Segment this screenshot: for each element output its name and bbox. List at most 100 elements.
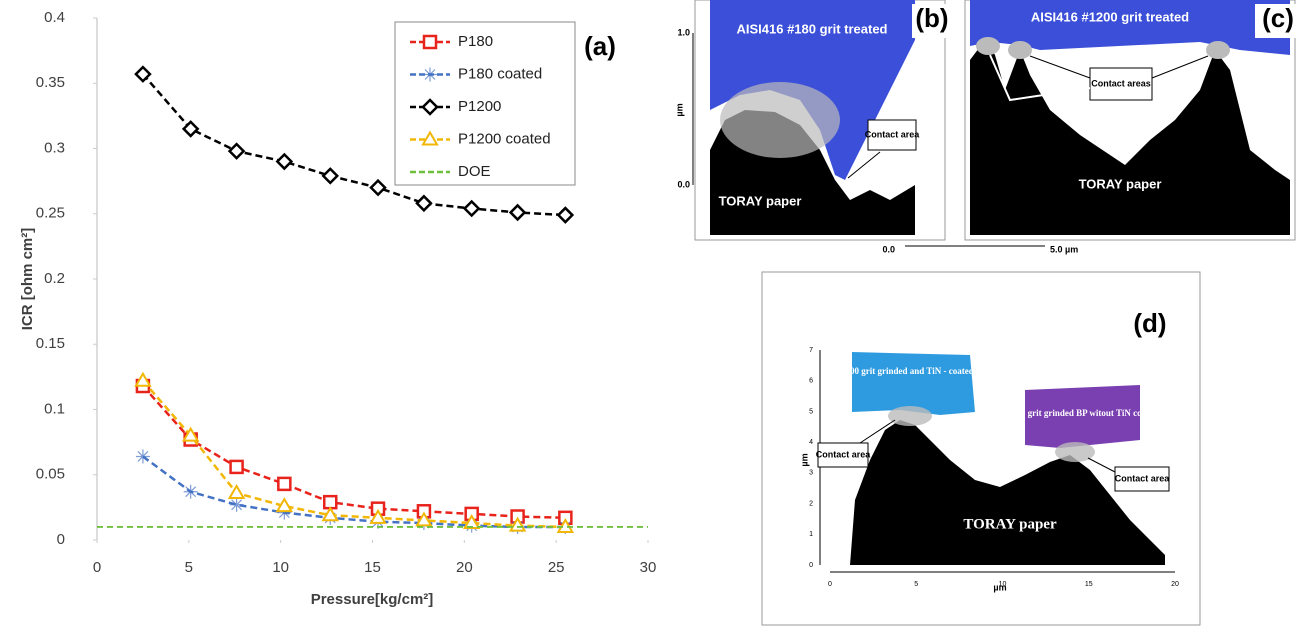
callout (817, 442, 869, 468)
marker (227, 484, 246, 500)
contact-label: Contact area (865, 129, 921, 139)
marker (462, 514, 481, 530)
panel-label: (b) (915, 3, 948, 33)
arrow (1087, 457, 1116, 473)
marker (181, 426, 200, 442)
contact-zone (888, 406, 932, 426)
plate (970, 0, 1290, 55)
y-top: 1.0 (677, 27, 690, 37)
y-tick-label: 0.3 (44, 139, 65, 156)
marker (277, 505, 292, 520)
series-line (141, 385, 566, 520)
paper-label: TORAY paper (963, 516, 1057, 532)
marker (321, 167, 340, 185)
scale-start: 0.0 (882, 244, 895, 254)
marker (556, 206, 575, 224)
marker (415, 194, 433, 213)
marker (369, 508, 387, 524)
uncoated-plate (1025, 385, 1140, 448)
d-y-tick-label: 7 (809, 347, 813, 354)
y-tick-label: 0.1 (44, 400, 65, 417)
marker (415, 511, 433, 527)
paper (850, 420, 1165, 565)
marker (275, 152, 294, 171)
plate-label: AISI416 #1200 grit treated (1031, 9, 1189, 24)
d-y-tick-label: 5 (809, 408, 813, 415)
contact-zone (1206, 41, 1230, 59)
marker (277, 476, 292, 492)
label-bg (1255, 4, 1300, 38)
d-y-tick-label: 2 (809, 500, 813, 507)
marker (369, 178, 387, 197)
panel-label: (a) (584, 31, 616, 61)
panel-c: AISI416 #1200 grit treated TORAY paper C… (964, 0, 1300, 241)
y-unit: µm (799, 453, 809, 466)
contact-zone (1055, 442, 1095, 462)
contact-label: Contact areas (1091, 78, 1151, 88)
legend-label: DOE (458, 163, 491, 180)
marker (421, 98, 439, 116)
arrow (1151, 55, 1209, 79)
contact-label: Contact area (816, 449, 872, 459)
marker (462, 199, 481, 218)
x-tick-label: 25 (548, 559, 565, 576)
marker (275, 497, 294, 513)
d-y-tick-label: 6 (809, 378, 813, 385)
d-x-tick-label: 20 (1171, 581, 1179, 588)
panel-label: (d) (1133, 308, 1166, 338)
panel-d: (d) #1200 grit grinded and TiN - coated … (761, 271, 1201, 626)
d-y-tick-label: 0 (809, 562, 813, 569)
coated-plate (852, 352, 975, 415)
marker (229, 459, 244, 475)
contact-zone (720, 82, 840, 158)
marker (135, 449, 150, 464)
legend-label: P1200 (458, 98, 501, 115)
scale-end: 5.0 µm (1050, 244, 1078, 254)
arrow (859, 419, 896, 444)
marker (134, 371, 152, 387)
y-tick-label: 0.05 (36, 466, 65, 483)
contact-zone (1008, 41, 1032, 59)
marker (181, 120, 200, 138)
y-tick-label: 0.25 (36, 205, 65, 222)
d-x-tick-label: 5 (914, 581, 918, 588)
marker (321, 506, 339, 522)
x-tick-label: 5 (185, 559, 193, 576)
uncoated-label: #1200 grit grinded BP witout TiN coating (1003, 408, 1162, 418)
x-tick-label: 0 (93, 559, 101, 576)
arrow (847, 151, 881, 179)
callout (867, 119, 917, 151)
paper-label: TORAY paper (719, 193, 802, 208)
x-tick-label: 30 (640, 559, 657, 576)
legend-label: P180 coated (458, 65, 542, 82)
legend-label: P1200 coated (458, 130, 551, 147)
coated-label: #1200 grit grinded and TiN - coated BP (837, 366, 988, 376)
d-x-tick-label: 10 (999, 581, 1007, 588)
d-y-tick-label: 4 (809, 439, 813, 446)
contact-zone (976, 37, 1000, 55)
callout (1114, 466, 1170, 492)
contact-label: Contact area (1115, 473, 1171, 483)
paper-label: TORAY paper (1079, 176, 1162, 191)
arrow (1029, 55, 1091, 79)
y-bottom: 0.0 (677, 179, 690, 189)
y-tick-label: 0 (57, 531, 65, 548)
callout (1089, 67, 1153, 101)
marker (421, 130, 439, 146)
marker (508, 203, 527, 222)
marker (134, 65, 152, 83)
series-line (141, 73, 566, 217)
x-tick-label: 10 (272, 559, 289, 576)
marker (422, 34, 438, 50)
marker (229, 497, 244, 512)
y-tick-label: 0.2 (44, 270, 65, 287)
d-y-tick-label: 3 (809, 470, 813, 477)
x-unit: µm (993, 582, 1006, 592)
y-axis-label: ICR [ohm cm²] (19, 228, 36, 331)
paper (970, 40, 1290, 235)
x-axis-label: Pressure[kg/cm²] (311, 591, 434, 608)
x-tick-label: 20 (456, 559, 473, 576)
panel-b: AISI416 #180 grit treated TORAY paper Co… (674, 0, 952, 241)
series-line (141, 379, 566, 529)
